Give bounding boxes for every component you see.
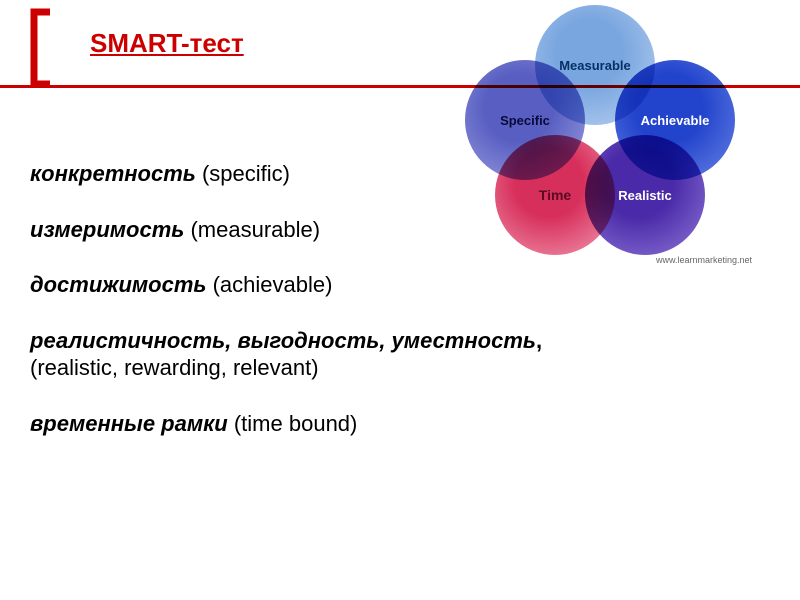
diagram-source: www.learnmarketing.net — [656, 255, 752, 265]
venn-label-achievable: Achievable — [641, 113, 710, 128]
criterion-ru: реалистичность, выгодность, уместность — [30, 328, 536, 353]
criterion-ru: конкретность — [30, 161, 196, 186]
criterion-en: (specific) — [202, 161, 290, 186]
list-item: достижимость (achievable) — [30, 271, 590, 299]
list-item: конкретность (specific) — [30, 160, 590, 188]
list-item: измеримость (measurable) — [30, 216, 590, 244]
venn-label-specific: Specific — [500, 113, 550, 128]
criterion-ru: достижимость — [30, 272, 206, 297]
criterion-en: (achievable) — [213, 272, 333, 297]
criteria-list: конкретность (specific) измеримость (meas… — [30, 160, 590, 465]
list-item: временные рамки (time bound) — [30, 410, 590, 438]
venn-label-measurable: Measurable — [559, 58, 631, 73]
title-bracket — [30, 8, 54, 88]
bracket-icon — [30, 8, 54, 88]
venn-label-realistic: Realistic — [618, 188, 671, 203]
list-item: реалистичность, выгодность, уместность, (… — [30, 327, 590, 382]
criterion-en: (measurable) — [190, 217, 320, 242]
criterion-ru: временные рамки — [30, 411, 228, 436]
criterion-ru: измеримость — [30, 217, 184, 242]
criterion-en: (realistic, rewarding, relevant) — [30, 355, 319, 380]
criterion-ru-trailing: , — [536, 328, 542, 353]
page-title: SMART-тест — [90, 28, 244, 59]
criterion-en: (time bound) — [234, 411, 358, 436]
